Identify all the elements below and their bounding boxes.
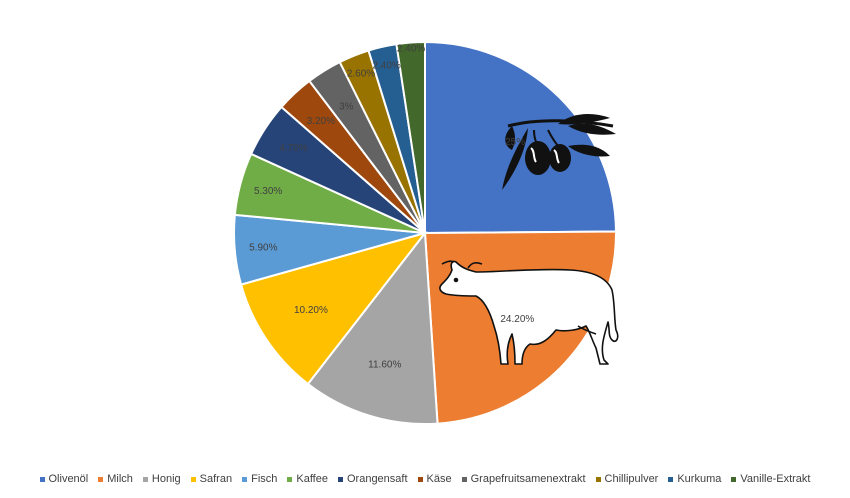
legend-item-2: Milch <box>98 473 133 485</box>
legend-swatch <box>190 476 196 482</box>
slice-label-11: 2.40% <box>372 60 400 71</box>
pie-slice-1 <box>424 40 618 235</box>
slice-label-8: 3.20% <box>307 116 335 127</box>
legend-label: Chillipulver <box>604 473 659 485</box>
legend-item-5: Fisch <box>242 473 277 485</box>
slice-label-1: 25% <box>505 137 525 148</box>
legend-item-1: Olivenöl <box>39 473 89 485</box>
legend-label: Vanille-Extrakt <box>740 473 811 485</box>
legend-label: Fisch <box>251 473 278 485</box>
legend-item-6: Kaffee <box>287 473 328 485</box>
legend-swatch <box>98 476 104 482</box>
slice-label-10: 2.60% <box>347 68 375 79</box>
legend-item-8: Käse <box>417 473 452 485</box>
legend-label: Käse <box>426 473 452 485</box>
slice-label-9: 3% <box>339 101 354 112</box>
cow-icon <box>439 260 619 365</box>
slice-label-2: 24.20% <box>500 314 534 325</box>
slice-labels: 25% 24.20% 11.60% 10.20% 5.90% 5.30% 4.70% 3.20… <box>249 43 534 370</box>
legend-swatch <box>595 476 601 482</box>
legend-swatch <box>39 476 45 482</box>
slice-label-6: 5.30% <box>254 186 282 197</box>
legend-label: Orangensaft <box>346 473 408 485</box>
legend-label: Kurkuma <box>677 473 722 485</box>
legend-swatch <box>668 476 674 482</box>
legend-label: Honig <box>151 473 181 485</box>
olive-branch-icon <box>502 114 616 190</box>
legend-label: Olivenöl <box>48 473 89 485</box>
legend-swatch <box>731 476 737 482</box>
slice-label-4: 10.20% <box>294 305 328 316</box>
pie-slices <box>233 40 618 425</box>
legend-swatch <box>142 476 148 482</box>
legend-label: Safran <box>199 473 233 485</box>
legend-swatch <box>337 476 343 482</box>
legend-swatch <box>417 476 423 482</box>
legend-swatch <box>287 476 293 482</box>
legend-swatch <box>461 476 467 482</box>
slice-label-3: 11.60% <box>368 360 401 371</box>
legend-swatch <box>242 476 248 482</box>
pie-slice-12 <box>395 40 426 234</box>
pie-slice-3 <box>306 230 439 425</box>
legend-item-7: Orangensaft <box>337 473 408 485</box>
legend-label: Grapefruitsamenextrakt <box>470 473 586 485</box>
slice-label-12: 2.40% <box>397 43 425 54</box>
legend: Olivenöl Milch Honig Safran Fisch Kaffee Orang… <box>0 470 850 488</box>
legend-item-4: Safran <box>190 473 233 485</box>
legend-item-9: Grapefruitsamenextrakt <box>461 473 586 485</box>
legend-item-11: Kurkuma <box>668 473 721 485</box>
legend-item-12: Vanille-Extrakt <box>731 473 810 485</box>
slice-label-5: 5.90% <box>249 242 277 253</box>
legend-item-10: Chillipulver <box>595 473 659 485</box>
legend-label: Milch <box>107 473 133 485</box>
legend-label: Kaffee <box>296 473 328 485</box>
legend-item-3: Honig <box>142 473 181 485</box>
pie-slice-4 <box>239 231 428 386</box>
slice-label-7: 4.70% <box>279 143 307 154</box>
